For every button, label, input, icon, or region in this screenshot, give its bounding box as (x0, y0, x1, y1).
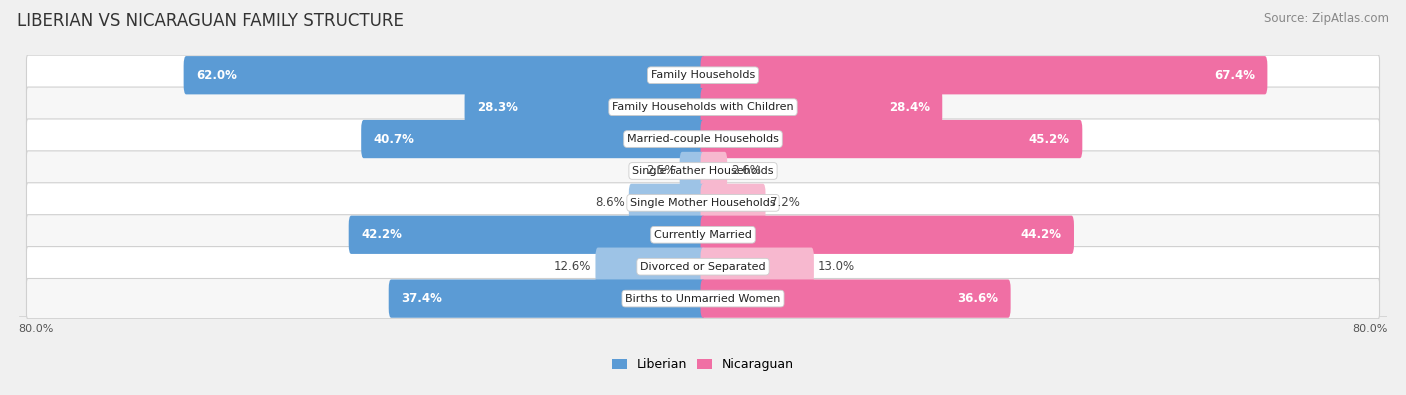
Text: Married-couple Households: Married-couple Households (627, 134, 779, 144)
Text: 7.2%: 7.2% (769, 196, 800, 209)
Text: Single Mother Households: Single Mother Households (630, 198, 776, 208)
FancyBboxPatch shape (349, 216, 706, 254)
FancyBboxPatch shape (700, 279, 1011, 318)
Text: 67.4%: 67.4% (1213, 69, 1256, 82)
FancyBboxPatch shape (27, 183, 1379, 223)
Text: Divorced or Separated: Divorced or Separated (640, 262, 766, 272)
Text: 2.5%: 2.5% (645, 164, 675, 177)
FancyBboxPatch shape (27, 119, 1379, 159)
FancyBboxPatch shape (27, 246, 1379, 287)
Text: 2.6%: 2.6% (731, 164, 761, 177)
Text: Family Households: Family Households (651, 70, 755, 80)
Text: 28.3%: 28.3% (477, 101, 517, 114)
Text: 13.0%: 13.0% (818, 260, 855, 273)
FancyBboxPatch shape (700, 56, 1267, 94)
Text: 44.2%: 44.2% (1021, 228, 1062, 241)
FancyBboxPatch shape (596, 248, 706, 286)
Text: 62.0%: 62.0% (195, 69, 238, 82)
FancyBboxPatch shape (27, 278, 1379, 319)
Text: 8.6%: 8.6% (595, 196, 624, 209)
Text: 36.6%: 36.6% (957, 292, 998, 305)
Text: Births to Unmarried Women: Births to Unmarried Women (626, 293, 780, 304)
FancyBboxPatch shape (700, 88, 942, 126)
FancyBboxPatch shape (184, 56, 706, 94)
FancyBboxPatch shape (27, 214, 1379, 255)
FancyBboxPatch shape (361, 120, 706, 158)
FancyBboxPatch shape (388, 279, 706, 318)
Text: 42.2%: 42.2% (361, 228, 402, 241)
FancyBboxPatch shape (700, 184, 765, 222)
Text: 12.6%: 12.6% (554, 260, 592, 273)
Text: 37.4%: 37.4% (401, 292, 441, 305)
FancyBboxPatch shape (464, 88, 706, 126)
FancyBboxPatch shape (27, 151, 1379, 191)
Text: 28.4%: 28.4% (889, 101, 929, 114)
Text: Single Father Households: Single Father Households (633, 166, 773, 176)
Text: 45.2%: 45.2% (1029, 133, 1070, 145)
Legend: Liberian, Nicaraguan: Liberian, Nicaraguan (612, 358, 794, 371)
FancyBboxPatch shape (700, 120, 1083, 158)
Text: 40.7%: 40.7% (374, 133, 415, 145)
Text: Family Households with Children: Family Households with Children (612, 102, 794, 112)
FancyBboxPatch shape (700, 152, 727, 190)
FancyBboxPatch shape (27, 87, 1379, 127)
Text: LIBERIAN VS NICARAGUAN FAMILY STRUCTURE: LIBERIAN VS NICARAGUAN FAMILY STRUCTURE (17, 12, 404, 30)
FancyBboxPatch shape (628, 184, 706, 222)
FancyBboxPatch shape (27, 55, 1379, 95)
FancyBboxPatch shape (700, 248, 814, 286)
Text: Currently Married: Currently Married (654, 230, 752, 240)
Text: Source: ZipAtlas.com: Source: ZipAtlas.com (1264, 12, 1389, 25)
FancyBboxPatch shape (679, 152, 706, 190)
FancyBboxPatch shape (700, 216, 1074, 254)
